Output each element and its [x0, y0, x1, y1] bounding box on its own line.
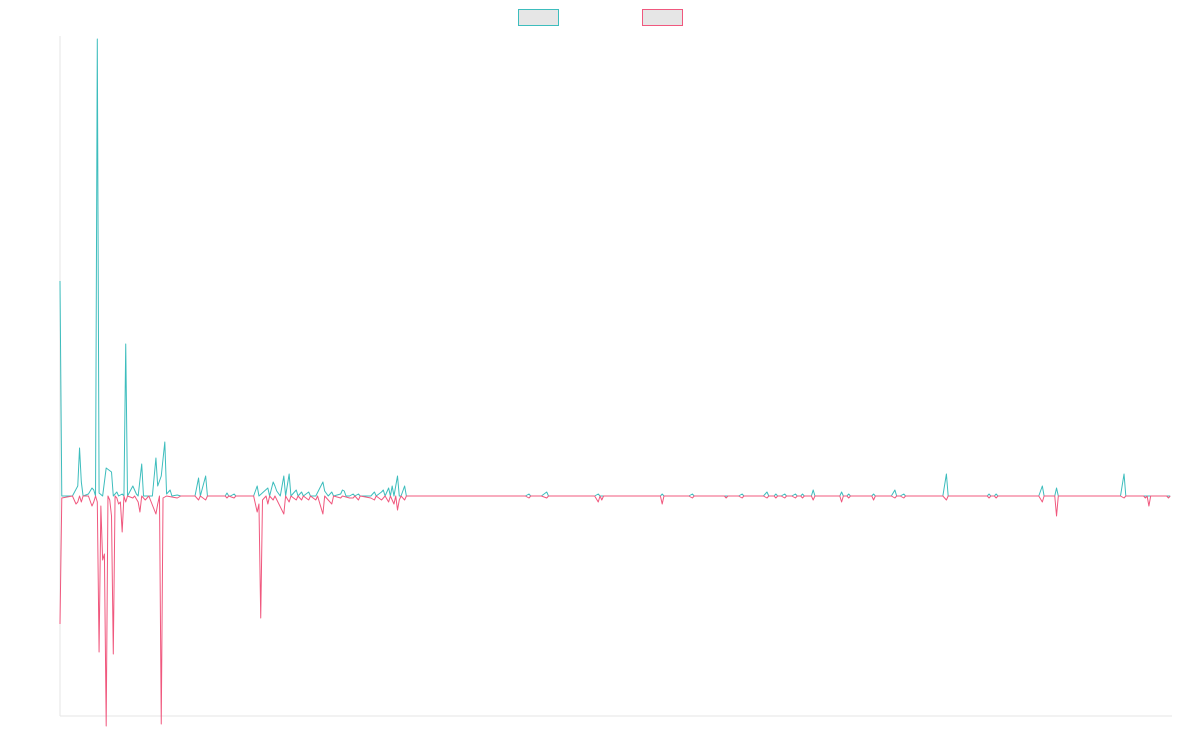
legend: [518, 9, 683, 26]
legend-swatch-1[interactable]: [518, 9, 559, 26]
series-line-1: [59, 38, 1171, 497]
series-layer: [59, 38, 1171, 727]
legend-swatch-2[interactable]: [642, 9, 683, 26]
axes: [59, 36, 1172, 717]
series-line-2: [59, 495, 1171, 727]
